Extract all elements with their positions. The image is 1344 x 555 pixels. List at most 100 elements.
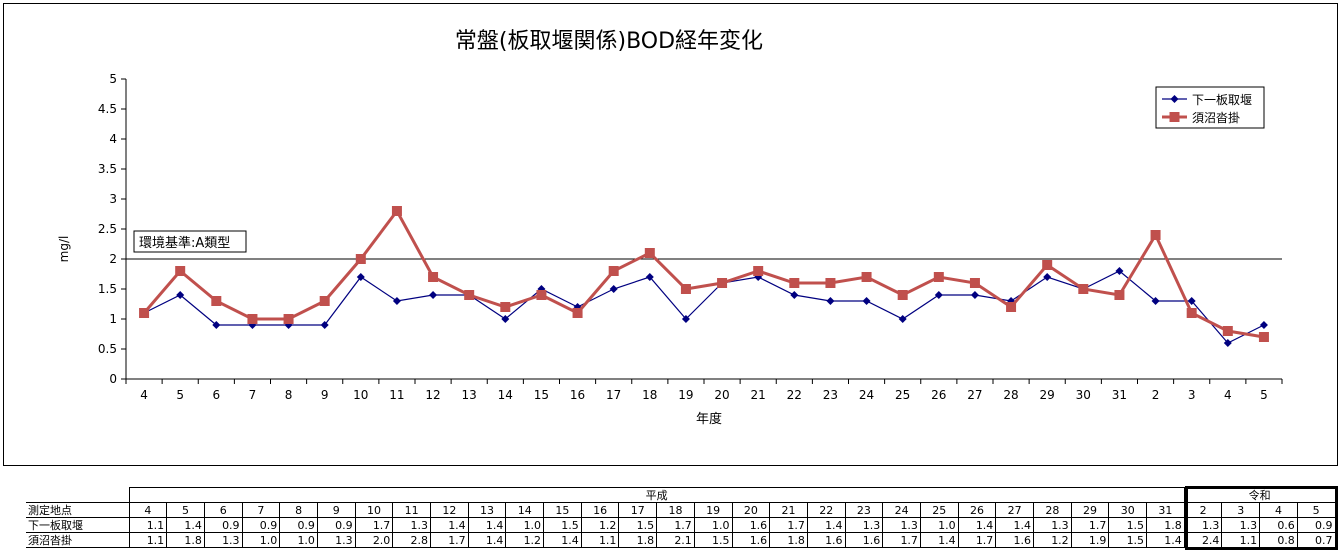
legend-label-1: 下一板取堰 [1192, 93, 1252, 107]
year-header-cell: 22 [806, 502, 846, 518]
y-tick-label: 3.5 [98, 162, 117, 176]
series-2-point [572, 308, 583, 318]
series-1-point [392, 297, 401, 305]
value-cell: 1.7 [769, 517, 808, 533]
x-tick-label: 16 [570, 388, 585, 402]
year-header-cell: 5 [1296, 502, 1336, 518]
year-header-cell: 4 [128, 502, 168, 518]
x-tick-label: 6 [212, 388, 220, 402]
y-tick-label: 1.5 [98, 282, 117, 296]
year-header-cell: 27 [995, 502, 1034, 518]
x-tick-label: 8 [285, 388, 293, 402]
year-header-cell: 11 [392, 502, 431, 518]
year-header-cell: 28 [1033, 502, 1072, 518]
value-cell: 1.0 [693, 517, 733, 533]
value-cell: 0.9 [203, 517, 243, 533]
series-1-point [934, 291, 943, 299]
value-cell: 1.2 [505, 532, 545, 548]
series-2-point [1150, 230, 1161, 240]
table-corner-blank [26, 487, 130, 503]
value-cell: 1.7 [430, 532, 469, 548]
series-1-point [1115, 267, 1124, 275]
x-tick-label: 21 [751, 388, 766, 402]
y-tick-label: 1 [109, 312, 117, 326]
year-header-cell: 18 [656, 502, 695, 518]
series-2-point [464, 290, 475, 300]
series-2-point [355, 254, 366, 264]
station-label: 須沼沓掛 [26, 532, 130, 548]
series-2-point [536, 290, 547, 300]
value-cell: 2.1 [656, 532, 695, 548]
value-cell: 1.6 [806, 532, 846, 548]
series-2-point [753, 266, 764, 276]
value-cell: 1.0 [241, 532, 281, 548]
value-cell: 1.4 [1146, 532, 1185, 548]
y-tick-label: 0 [109, 372, 117, 386]
value-cell: 1.8 [769, 532, 808, 548]
year-header-cell: 20 [731, 502, 771, 518]
value-cell: 1.4 [957, 517, 997, 533]
year-header-cell: 3 [1221, 502, 1261, 518]
year-header-cell: 13 [467, 502, 507, 518]
value-cell: 1.5 [543, 517, 582, 533]
value-cell: 1.3 [316, 532, 356, 548]
value-cell: 1.7 [354, 517, 394, 533]
value-cell: 1.2 [1033, 532, 1072, 548]
series-1-point [1259, 321, 1268, 329]
value-cell: 1.1 [128, 532, 168, 548]
x-tick-label: 10 [353, 388, 368, 402]
x-tick-label: 7 [249, 388, 257, 402]
series-2-point [644, 248, 655, 258]
x-tick-label: 13 [462, 388, 477, 402]
value-cell: 1.4 [995, 517, 1034, 533]
series-1-point [1151, 297, 1160, 305]
series-line-2 [142, 208, 1265, 339]
series-1-point [970, 291, 979, 299]
series-1-point [681, 315, 690, 323]
series-line-1 [143, 270, 1265, 344]
series-1-point [826, 297, 835, 305]
series-1-point [790, 291, 799, 299]
year-header-cell: 29 [1070, 502, 1110, 518]
value-cell: 1.8 [1146, 517, 1185, 533]
x-tick-label: 4 [1224, 388, 1232, 402]
year-header-cell: 14 [505, 502, 545, 518]
x-tick-label: 29 [1040, 388, 1055, 402]
x-tick-label: 5 [176, 388, 184, 402]
x-tick-label: 24 [859, 388, 874, 402]
series-2-point [861, 272, 872, 282]
x-tick-label: 31 [1112, 388, 1127, 402]
series-2-point [825, 278, 836, 288]
series-2-point [211, 296, 222, 306]
value-cell: 0.9 [279, 517, 318, 533]
year-header-cell: 30 [1108, 502, 1148, 518]
series-2-point [1114, 290, 1125, 300]
x-tick-label: 25 [895, 388, 910, 402]
year-header-cell: 12 [430, 502, 469, 518]
series-1-point [898, 315, 907, 323]
legend-marker-2 [1169, 112, 1180, 122]
value-cell: 0.6 [1259, 517, 1298, 533]
series-2-point [391, 206, 402, 216]
series-2-point [1186, 308, 1197, 318]
y-axis-label: mg/l [57, 236, 71, 263]
x-tick-label: 5 [1260, 388, 1268, 402]
year-header-cell: 31 [1146, 502, 1185, 518]
chart-title: 常盤(板取堰関係)BOD経年変化 [455, 29, 763, 54]
value-cell: 1.7 [957, 532, 997, 548]
year-header-cell: 24 [882, 502, 921, 518]
year-header-cell: 25 [919, 502, 959, 518]
chart-frame: 常盤(板取堰関係)BOD経年変化 mg/l 年度 0 0.5 1 1.5 2 2.5 3 3.… [3, 3, 1338, 466]
y-tick-label: 3 [109, 192, 117, 206]
year-header-cell: 6 [203, 502, 243, 518]
series-1-point [320, 321, 329, 329]
x-tick-label: 28 [1003, 388, 1018, 402]
year-header-cell: 7 [241, 502, 281, 518]
series-2-point [897, 290, 908, 300]
series-1-point [429, 291, 438, 299]
year-header-cell: 9 [316, 502, 356, 518]
value-cell: 1.0 [505, 517, 545, 533]
series-2-point [680, 284, 691, 294]
legend-marker-1 [1170, 95, 1179, 103]
x-axis-label: 年度 [696, 411, 722, 427]
